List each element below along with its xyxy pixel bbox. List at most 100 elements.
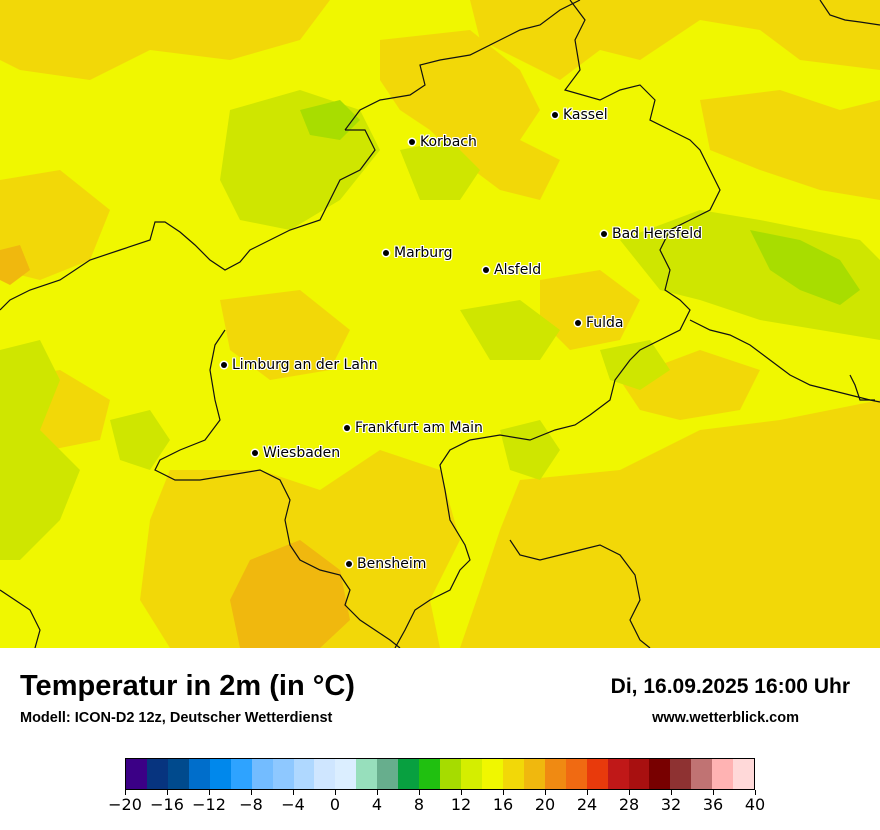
legend-swatch — [691, 759, 713, 789]
legend-swatch — [188, 759, 210, 789]
model-info: Modell: ICON-D2 12z, Deutscher Wetterdie… — [20, 710, 333, 726]
legend-swatch — [712, 759, 734, 789]
city-marker — [344, 425, 350, 431]
city-label: Bad Hersfeld — [612, 226, 703, 242]
legend-tick-label: −4 — [281, 795, 305, 814]
city-marker — [552, 112, 558, 118]
city-label: Fulda — [586, 315, 624, 331]
legend-tick-label: 8 — [413, 795, 425, 814]
legend-tick-label: 0 — [329, 795, 341, 814]
legend-tick — [419, 790, 420, 795]
city-kassel: Kassel — [552, 107, 608, 123]
legend-tick-label: 16 — [492, 795, 514, 814]
city-alsfeld: Alsfeld — [483, 262, 541, 278]
legend-swatch — [126, 759, 147, 789]
legend-swatch — [649, 759, 671, 789]
legend-tick-label: −20 — [108, 795, 142, 814]
city-bensheim: Bensheim — [346, 556, 426, 572]
warmer-areas — [0, 245, 350, 648]
cool-areas — [0, 90, 880, 560]
color-legend-ticks: −20 −16 −12 −8 −4 0 4 8 12 16 20 24 28 32 36 40 — [108, 790, 765, 820]
color-legend-bar — [125, 758, 755, 790]
city-label: Korbach — [420, 134, 477, 150]
city-bad-hersfeld: Bad Hersfeld — [601, 226, 702, 242]
legend-swatch — [607, 759, 629, 789]
legend-tick — [587, 790, 588, 795]
legend-swatch — [481, 759, 503, 789]
legend-swatch — [419, 759, 441, 789]
city-label: Bensheim — [357, 556, 427, 572]
legend-tick-label: 32 — [660, 795, 682, 814]
legend-swatch — [502, 759, 524, 789]
city-marker — [221, 362, 227, 368]
legend-swatch — [398, 759, 420, 789]
website-link[interactable]: www.wetterblick.com — [652, 710, 799, 726]
legend-tick — [671, 790, 672, 795]
city-marburg: Marburg — [383, 245, 453, 261]
map-title: Temperatur in 2m (in °C) — [20, 670, 355, 702]
legend-swatch — [733, 759, 755, 789]
legend-tick-label: 24 — [576, 795, 598, 814]
city-label: Limburg an der Lahn — [232, 357, 378, 373]
legend-tick-label: 12 — [450, 795, 472, 814]
legend-swatch — [314, 759, 336, 789]
legend-swatch — [670, 759, 692, 789]
city-wiesbaden: Wiesbaden — [252, 445, 340, 461]
legend-tick — [167, 790, 168, 795]
legend-tick-label: 36 — [702, 795, 724, 814]
city-korbach: Korbach — [409, 134, 477, 150]
legend-tick-label: 20 — [534, 795, 556, 814]
legend-swatch — [440, 759, 461, 789]
legend-tick — [461, 790, 462, 795]
city-label: Wiesbaden — [263, 445, 341, 461]
legend-swatch — [356, 759, 378, 789]
legend-tick-label: 28 — [618, 795, 640, 814]
city-marker — [575, 320, 581, 326]
legend-tick — [377, 790, 378, 795]
legend-tick — [125, 790, 126, 795]
legend-swatch — [230, 759, 252, 789]
legend-tick-label: 40 — [744, 795, 766, 814]
legend-swatch — [335, 759, 357, 789]
legend-tick — [293, 790, 294, 795]
legend-swatch — [586, 759, 608, 789]
city-label: Frankfurt am Main — [355, 420, 483, 436]
forecast-datetime: Di, 16.09.2025 16:00 Uhr — [610, 675, 850, 698]
legend-swatch — [167, 759, 189, 789]
legend-tick — [251, 790, 252, 795]
city-limburg: Limburg an der Lahn — [221, 357, 378, 373]
legend-tick — [545, 790, 546, 795]
city-label: Marburg — [394, 245, 453, 261]
legend-swatch — [377, 759, 399, 789]
city-marker — [252, 450, 258, 456]
warm-areas — [0, 0, 880, 648]
city-label: Alsfeld — [494, 262, 542, 278]
legend-swatch — [272, 759, 294, 789]
city-marker — [383, 250, 389, 256]
legend-tick-label: −12 — [192, 795, 226, 814]
legend-swatch — [461, 759, 482, 789]
city-fulda: Fulda — [575, 315, 624, 331]
legend-swatch — [523, 759, 545, 789]
city-frankfurt: Frankfurt am Main — [344, 420, 483, 436]
legend-tick-label: −16 — [150, 795, 184, 814]
city-marker — [483, 267, 489, 273]
legend-swatch — [251, 759, 273, 789]
legend-tick — [629, 790, 630, 795]
legend-tick — [713, 790, 714, 795]
legend-tick — [755, 790, 756, 795]
city-marker — [409, 139, 415, 145]
temperature-map: Kassel Korbach Bad Hersfeld Marburg Alsf… — [0, 0, 880, 648]
state-borders — [0, 0, 880, 648]
city-label: Kassel — [563, 107, 608, 123]
temperature-field — [0, 0, 880, 648]
legend-swatch — [544, 759, 566, 789]
legend-tick-label: 4 — [371, 795, 383, 814]
legend-tick-label: −8 — [239, 795, 263, 814]
legend-swatch — [628, 759, 650, 789]
legend-swatch — [293, 759, 315, 789]
legend-tick — [503, 790, 504, 795]
legend-swatch — [146, 759, 168, 789]
city-marker — [346, 561, 352, 567]
legend-tick — [335, 790, 336, 795]
